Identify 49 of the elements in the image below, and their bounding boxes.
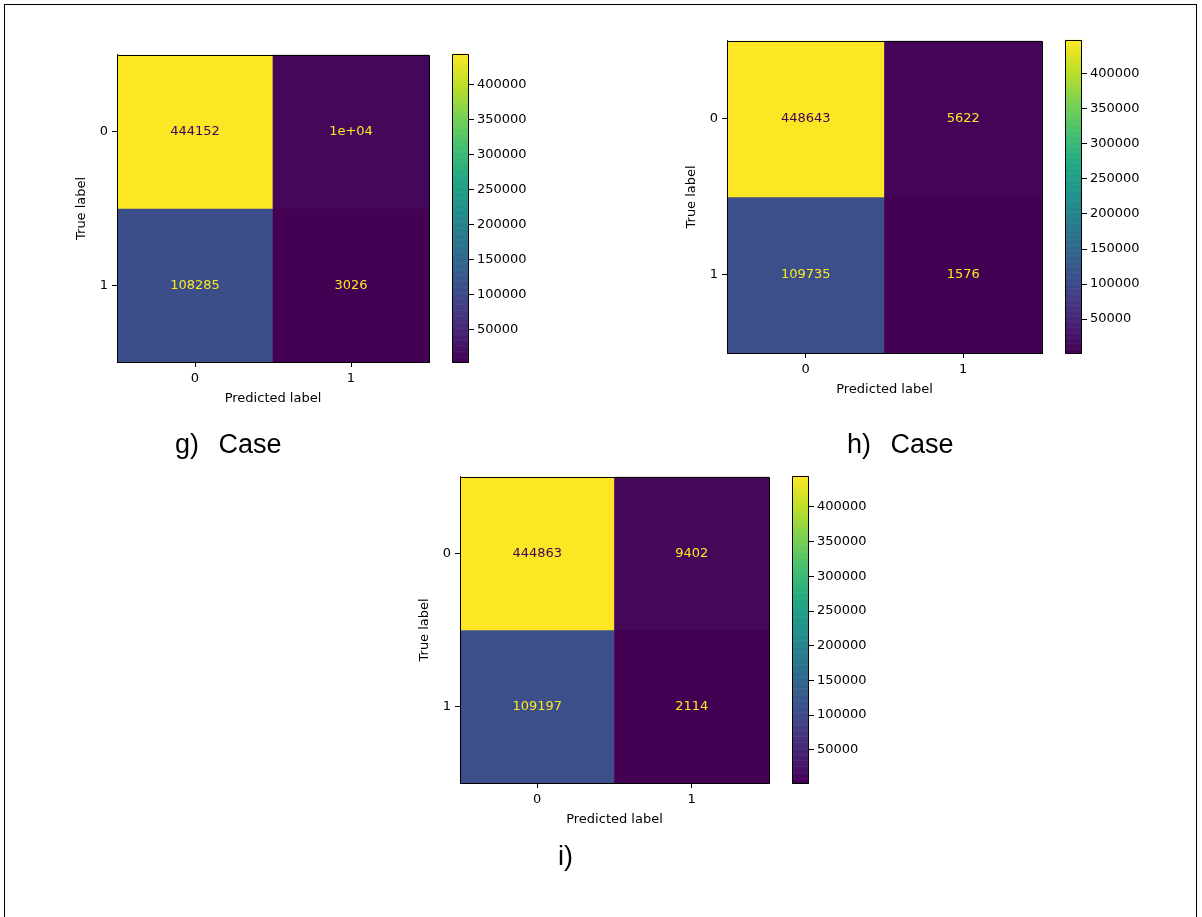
data-label: 444863 (512, 544, 563, 560)
color-bar-label: 300000 (477, 145, 527, 161)
color-bar-label: 100000 (477, 285, 527, 301)
data-label: 444152 (170, 122, 220, 138)
data-label: 108285 (170, 276, 220, 292)
data-label: 109197 (512, 697, 563, 713)
color-bar-label: 150000 (477, 250, 527, 266)
color-bar-label: 100000 (817, 706, 867, 722)
color-bar-label: 200000 (817, 637, 867, 653)
data-label: 1e+04 (329, 122, 373, 138)
color-bar-label: 250000 (477, 180, 527, 196)
color-bar-label: 200000 (1090, 205, 1140, 221)
color-bar-label: 150000 (817, 671, 867, 687)
x-axis-title: Predicted label (566, 810, 663, 826)
data-label: 9402 (675, 544, 709, 560)
color-bar-label: 300000 (817, 567, 867, 583)
data-label: 448643 (780, 110, 831, 126)
data-label: 1576 (946, 266, 980, 282)
color-bar-label: 250000 (1090, 170, 1140, 186)
color-bar-label: 50000 (1090, 310, 1132, 326)
x-tick-label: 1 (959, 361, 968, 377)
y-axis-title: True label (683, 165, 699, 230)
color-bar-label: 150000 (1090, 240, 1140, 256)
x-tick-label: 0 (190, 370, 200, 386)
color-bar-label: 300000 (1090, 135, 1140, 151)
color-bar-label: 400000 (817, 498, 867, 514)
text: g) Case (175, 429, 282, 459)
x-axis-title: Predicted label (224, 389, 322, 405)
color-bar-label: 350000 (1090, 100, 1140, 116)
y-axis-title: True label (73, 176, 89, 241)
color-bar-label: 200000 (477, 215, 527, 231)
x-tick-label: 1 (346, 370, 356, 386)
x-tick-label: 0 (801, 361, 810, 377)
data-label: 3026 (334, 276, 368, 292)
color-bar-label: 50000 (477, 320, 519, 336)
color-bar-label: 350000 (817, 533, 867, 548)
color-bar-label: 100000 (1090, 275, 1140, 291)
data-label: 109735 (780, 266, 831, 282)
color-bar-label: 350000 (477, 110, 527, 126)
data-label: 2114 (675, 697, 709, 713)
color-bar-label: 400000 (477, 76, 527, 92)
y-axis-title: True label (416, 598, 432, 663)
x-axis-title: Predicted label (836, 380, 933, 396)
text: i) (558, 841, 573, 871)
color-bar-label: 400000 (1090, 65, 1140, 81)
color-bar-label: 250000 (817, 602, 867, 618)
text: h) Case (847, 429, 954, 459)
data-label: 5622 (946, 110, 980, 126)
color-bar-label: 50000 (817, 741, 859, 757)
